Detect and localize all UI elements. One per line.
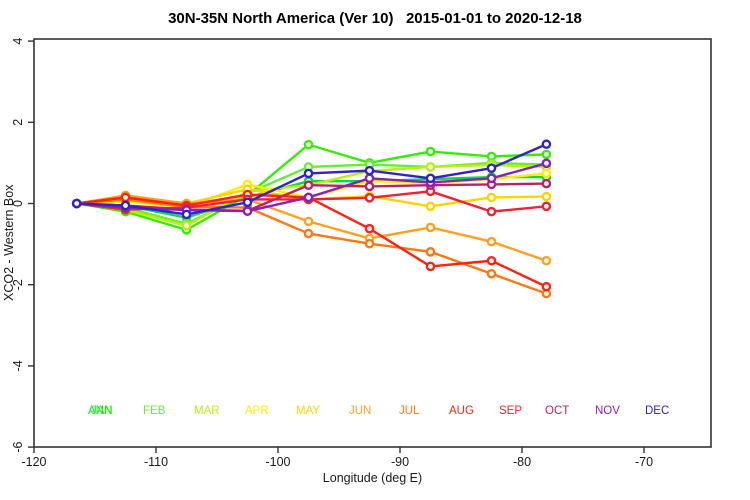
series-marker-jan bbox=[303, 139, 314, 150]
series-marker-dec bbox=[486, 163, 497, 173]
series-marker-jun bbox=[541, 255, 552, 266]
y-axis-tick-label: -4 bbox=[11, 360, 25, 371]
series-marker-aug bbox=[486, 255, 497, 266]
series-marker-oct bbox=[303, 180, 314, 191]
series-marker-dec bbox=[71, 198, 82, 209]
legend-label-mar: MAR bbox=[194, 405, 220, 417]
y-axis-label: XCO2 - Western Box bbox=[2, 184, 16, 302]
series-marker-dec bbox=[181, 209, 192, 220]
series-marker-mar bbox=[425, 162, 436, 172]
y-axis-tick-label: 0 bbox=[11, 200, 25, 207]
series-marker-nov bbox=[242, 206, 253, 217]
series-marker-dec bbox=[364, 165, 375, 176]
series-marker-nov bbox=[486, 173, 497, 184]
legend-label-nov: NOV bbox=[595, 405, 620, 417]
series-marker-jun bbox=[303, 216, 314, 227]
series-marker-jan bbox=[425, 146, 436, 157]
series-marker-mar bbox=[181, 221, 192, 231]
series-marker-nov bbox=[303, 192, 314, 203]
series-marker-nov bbox=[364, 173, 375, 184]
legend-label-jul: JUL bbox=[399, 405, 420, 417]
x-axis-tick-label: -70 bbox=[635, 455, 653, 469]
x-axis-tick-label: -120 bbox=[21, 455, 46, 469]
legend-label-feb: FEB bbox=[143, 405, 166, 417]
series-marker-jul bbox=[364, 238, 375, 249]
series-marker-may bbox=[541, 191, 552, 202]
x-axis-tick-label: -80 bbox=[513, 455, 531, 469]
legend-label-jun: JUN bbox=[349, 405, 371, 417]
series-marker-sep bbox=[364, 193, 375, 203]
legend-label-oct: OCT bbox=[545, 405, 569, 417]
series-marker-may bbox=[486, 192, 497, 203]
x-axis-label: Longitude (deg E) bbox=[322, 471, 423, 485]
series-marker-jun bbox=[486, 236, 497, 247]
legend-label-aug: AUG bbox=[449, 405, 474, 417]
series-marker-dec bbox=[425, 173, 436, 184]
legend-label-apr: APR bbox=[245, 405, 269, 417]
series-marker-jul bbox=[425, 247, 436, 257]
y-axis-tick-label: 4 bbox=[11, 38, 25, 45]
series-marker-aug bbox=[120, 192, 131, 203]
y-axis-tick-label: 2 bbox=[11, 119, 25, 126]
legend-label-may: MAY bbox=[296, 405, 320, 417]
y-axis-tick-label: -2 bbox=[11, 279, 25, 290]
x-axis-tick-label: -90 bbox=[391, 455, 409, 469]
chart-title: 30N-35N North America (Ver 10) 2015-01-0… bbox=[168, 10, 582, 27]
series-marker-jun bbox=[425, 222, 436, 233]
series-marker-may bbox=[425, 201, 436, 212]
series-marker-dec bbox=[541, 139, 552, 150]
legend-label-dec: DEC bbox=[645, 405, 669, 417]
series-marker-oct bbox=[364, 181, 375, 192]
plot-border bbox=[33, 38, 712, 448]
series-marker-dec bbox=[303, 168, 314, 179]
legend-label-ann: ANN bbox=[88, 405, 112, 417]
legend-label-jan: JAN bbox=[91, 405, 113, 417]
x-axis-tick-label: -100 bbox=[265, 455, 290, 469]
series-marker-sep bbox=[486, 206, 497, 217]
series-marker-sep bbox=[541, 201, 552, 212]
series-marker-oct bbox=[541, 178, 552, 189]
series-marker-dec bbox=[242, 197, 253, 208]
series-marker-aug bbox=[541, 281, 552, 292]
series-marker-apr bbox=[541, 168, 552, 179]
series-marker-aug bbox=[425, 261, 436, 272]
series-marker-nov bbox=[541, 158, 552, 169]
series-marker-jan bbox=[541, 149, 552, 160]
series-marker-jul bbox=[303, 228, 314, 239]
y-axis-tick-label: -6 bbox=[11, 441, 25, 452]
series-marker-dec bbox=[120, 200, 131, 211]
series-marker-aug bbox=[364, 223, 375, 234]
series-marker-jul bbox=[486, 268, 497, 279]
legend-label-sep: SEP bbox=[499, 405, 522, 417]
x-axis-tick-label: -110 bbox=[144, 455, 168, 469]
